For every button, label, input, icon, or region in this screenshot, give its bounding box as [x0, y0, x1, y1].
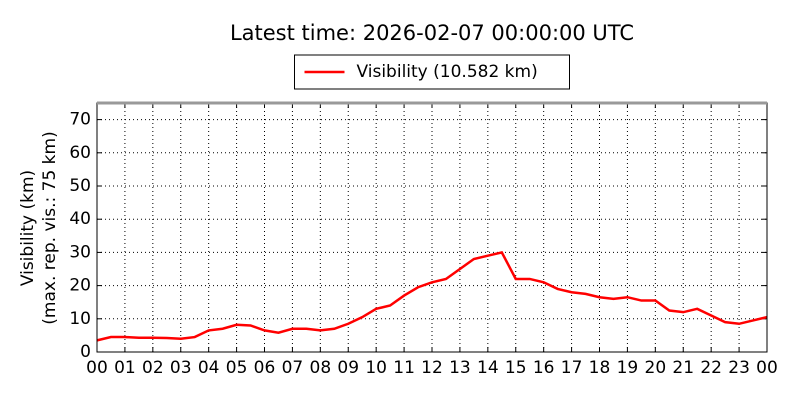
- x-tick-label: 21: [672, 358, 694, 378]
- chart-title: Latest time: 2026-02-07 00:00:00 UTC: [230, 21, 634, 45]
- x-tick-label: 05: [226, 358, 248, 378]
- y-tick-label: 70: [69, 110, 91, 130]
- x-tick-label: 07: [282, 358, 304, 378]
- x-tick-label: 17: [561, 358, 583, 378]
- y-tick-label: 60: [69, 143, 91, 163]
- x-tick-label: 23: [728, 358, 750, 378]
- x-tick-label: 01: [114, 358, 136, 378]
- x-tick-label: 13: [449, 358, 471, 378]
- y-tick-label: 10: [69, 309, 91, 329]
- y-tick-label: 30: [69, 242, 91, 262]
- y-tick-label: 20: [69, 276, 91, 296]
- x-tick-label: 09: [337, 358, 359, 378]
- x-tick-label: 16: [533, 358, 555, 378]
- x-tick-label: 19: [617, 358, 639, 378]
- y-tick-label: 40: [69, 209, 91, 229]
- x-tick-label: 22: [700, 358, 722, 378]
- legend-label: Visibility (10.582 km): [357, 62, 538, 82]
- x-tick-label: 10: [365, 358, 387, 378]
- x-tick-label: 14: [477, 358, 499, 378]
- x-tick-label: 02: [142, 358, 164, 378]
- x-tick-label: 00: [756, 358, 778, 378]
- x-tick-label: 06: [254, 358, 276, 378]
- x-tick-label: 11: [393, 358, 415, 378]
- x-tick-label: 12: [421, 358, 443, 378]
- y-tick-label: 0: [80, 342, 91, 362]
- x-tick-label: 08: [310, 358, 332, 378]
- legend-box: [294, 54, 570, 90]
- x-tick-label: 15: [505, 358, 527, 378]
- x-tick-label: 04: [198, 358, 220, 378]
- x-tick-label: 20: [645, 358, 667, 378]
- y-axis-label: (max. rep. vis.: 75 km): [40, 131, 60, 324]
- y-axis-label: Visibility (km): [18, 170, 38, 286]
- x-tick-label: 18: [589, 358, 611, 378]
- y-tick-label: 50: [69, 176, 91, 196]
- x-tick-label: 03: [170, 358, 192, 378]
- x-tick-label: 00: [86, 358, 108, 378]
- data-line: [96, 250, 768, 342]
